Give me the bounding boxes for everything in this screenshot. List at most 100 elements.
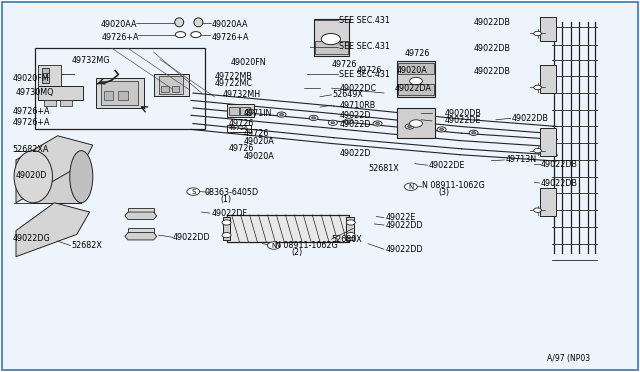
Bar <box>397 61 435 97</box>
Bar <box>128 228 154 236</box>
Circle shape <box>410 120 422 127</box>
Circle shape <box>408 125 412 128</box>
Text: 49022DB: 49022DB <box>474 44 511 53</box>
Text: N: N <box>271 243 276 248</box>
Bar <box>60 100 72 106</box>
Polygon shape <box>16 136 93 203</box>
Polygon shape <box>125 232 157 240</box>
Text: 49726: 49726 <box>332 60 357 69</box>
Circle shape <box>534 208 541 212</box>
Circle shape <box>437 127 446 132</box>
Text: 49722MB: 49722MB <box>214 72 252 81</box>
Bar <box>540 65 556 93</box>
Text: 49022DG: 49022DG <box>13 234 51 243</box>
Circle shape <box>404 183 417 190</box>
Bar <box>33 151 81 203</box>
Bar <box>42 68 49 73</box>
Text: SEE SEC.431: SEE SEC.431 <box>339 42 390 51</box>
Bar <box>240 107 250 115</box>
Circle shape <box>347 120 351 122</box>
Circle shape <box>277 112 286 117</box>
Bar <box>38 86 83 100</box>
Ellipse shape <box>14 151 52 203</box>
Circle shape <box>245 109 254 114</box>
Bar <box>315 41 348 54</box>
Circle shape <box>321 33 340 45</box>
Circle shape <box>248 110 252 113</box>
Text: 49710RB: 49710RB <box>339 101 376 110</box>
Circle shape <box>534 31 541 36</box>
Text: N: N <box>408 184 413 190</box>
Circle shape <box>344 119 353 124</box>
Text: 49020A: 49020A <box>243 152 274 161</box>
Circle shape <box>373 121 382 126</box>
Bar <box>172 86 179 92</box>
Bar <box>346 217 354 240</box>
Bar <box>229 107 239 115</box>
Text: 49022DD: 49022DD <box>386 221 424 230</box>
Bar <box>223 217 230 240</box>
Circle shape <box>187 188 200 195</box>
Bar <box>540 188 556 216</box>
Circle shape <box>410 77 422 85</box>
Text: 49726: 49726 <box>229 144 255 153</box>
Text: SEE SEC.431: SEE SEC.431 <box>339 16 390 25</box>
Ellipse shape <box>175 18 184 27</box>
Bar <box>101 81 138 105</box>
Text: 49020AA: 49020AA <box>101 20 138 29</box>
Text: 49020A: 49020A <box>397 66 428 75</box>
Text: 49726+A: 49726+A <box>211 33 249 42</box>
Ellipse shape <box>194 18 203 27</box>
Ellipse shape <box>175 32 186 38</box>
Text: 49020FM: 49020FM <box>13 74 49 83</box>
Text: 49022E: 49022E <box>386 213 416 222</box>
Circle shape <box>280 113 284 116</box>
Circle shape <box>440 128 444 131</box>
Text: 49022DD: 49022DD <box>386 245 424 254</box>
Text: 49020FN: 49020FN <box>230 58 266 67</box>
Text: 49713N: 49713N <box>506 155 537 164</box>
Text: 49732MH: 49732MH <box>223 90 261 99</box>
Text: A/97 (NP03: A/97 (NP03 <box>547 354 590 363</box>
Bar <box>118 91 128 100</box>
Text: 4971IN: 4971IN <box>243 109 271 118</box>
Bar <box>128 208 154 216</box>
Ellipse shape <box>70 151 93 203</box>
Circle shape <box>405 124 414 129</box>
Text: (3): (3) <box>438 188 449 197</box>
Text: 49722MC: 49722MC <box>214 79 252 88</box>
Bar <box>398 84 434 95</box>
Circle shape <box>346 220 355 225</box>
Text: 08363-6405D: 08363-6405D <box>205 188 259 197</box>
Circle shape <box>222 220 231 225</box>
Text: 49022D: 49022D <box>339 111 371 120</box>
Bar <box>398 63 434 74</box>
Circle shape <box>534 148 541 153</box>
Text: 49020DB: 49020DB <box>445 109 482 118</box>
Bar <box>44 100 56 106</box>
Text: (2): (2) <box>291 248 303 257</box>
Text: 49726: 49726 <box>404 49 430 58</box>
Text: 49022DE: 49022DE <box>445 116 481 125</box>
Bar <box>38 65 61 86</box>
Text: 49022DA: 49022DA <box>394 84 431 93</box>
Text: 49022DB: 49022DB <box>541 160 578 169</box>
Circle shape <box>469 130 478 135</box>
Bar <box>42 77 49 83</box>
Bar <box>35 48 205 129</box>
Polygon shape <box>125 212 157 219</box>
Text: 49726+A: 49726+A <box>13 118 51 126</box>
Bar <box>227 215 349 242</box>
Text: N 08911-1062G: N 08911-1062G <box>422 182 485 190</box>
Text: 52649X: 52649X <box>333 90 364 99</box>
Text: 49732MG: 49732MG <box>72 56 110 65</box>
Bar <box>159 76 183 94</box>
Bar <box>314 19 349 56</box>
Bar <box>227 104 254 117</box>
Text: 52682X: 52682X <box>72 241 102 250</box>
Text: 49022DB: 49022DB <box>512 114 549 123</box>
Bar <box>540 17 556 41</box>
Bar <box>104 91 113 100</box>
Ellipse shape <box>191 32 201 38</box>
Text: 49022DE: 49022DE <box>429 161 465 170</box>
